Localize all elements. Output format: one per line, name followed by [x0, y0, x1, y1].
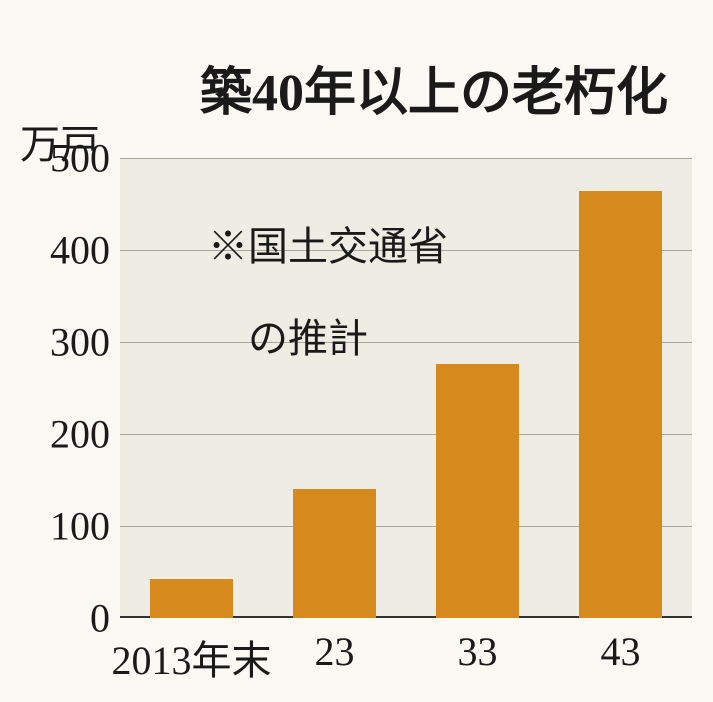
y-tick-label: 500 — [0, 135, 110, 182]
note-line-1: ※国土交通省 — [208, 224, 448, 269]
note-line-2: の推計 — [208, 316, 368, 361]
x-tick-label: 2013年末 — [112, 628, 272, 686]
source-note: ※国土交通省 の推計 — [168, 178, 448, 408]
title-line-1: 築40年以上の老朽化 — [200, 65, 668, 122]
y-tick-label: 100 — [0, 503, 110, 550]
y-tick-label: 0 — [0, 595, 110, 642]
y-tick-label: 200 — [0, 411, 110, 458]
y-tick-label: 400 — [0, 227, 110, 274]
x-tick-label: 33 — [458, 628, 498, 675]
x-tick-label: 23 — [315, 628, 355, 675]
bar — [579, 191, 662, 618]
bar — [293, 489, 376, 618]
y-tick-label: 300 — [0, 319, 110, 366]
chart-container: 築40年以上の老朽化 マンション数の推移 万戸 ※国土交通省 の推計 01002… — [0, 0, 713, 702]
gridline — [120, 158, 692, 159]
bar — [436, 364, 519, 618]
x-tick-label: 43 — [601, 628, 641, 675]
bar — [150, 579, 233, 618]
